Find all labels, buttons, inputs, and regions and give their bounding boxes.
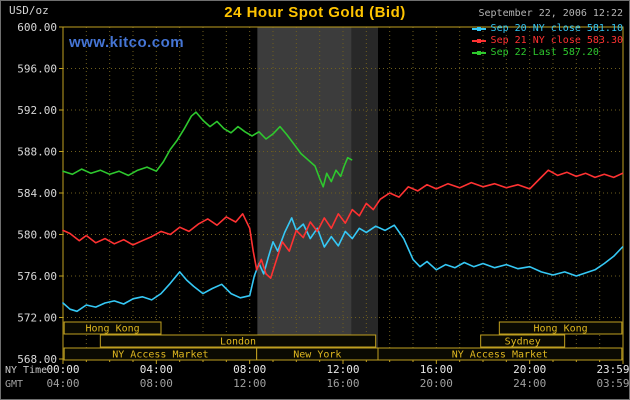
legend-line-marker-icon [471, 39, 486, 43]
chart-timestamp: September 22, 2006 12:22 [478, 8, 624, 19]
x-tick-label-gmt: 20:00 [420, 377, 453, 390]
y-tick-label: 572.00 [17, 312, 57, 325]
session-box-ny-access-market [377, 347, 623, 361]
x-tick-label-nytime: 08:00 [233, 363, 266, 376]
x-axis-nytime-label: NY Time [5, 365, 48, 376]
x-tick-label-nytime: 04:00 [140, 363, 173, 376]
x-tick-label-gmt: 12:00 [233, 377, 266, 390]
page-title: 24 Hour Spot Gold (Bid) [224, 4, 406, 21]
legend-label: Sep 20 NY close 581.10 [490, 23, 623, 34]
x-tick-label-gmt: 08:00 [140, 377, 173, 390]
y-axis-unit-label: USD/oz [9, 4, 49, 17]
session-box-london [99, 334, 377, 348]
y-tick-label: 584.00 [17, 187, 57, 200]
x-tick-label-nytime: 12:00 [326, 363, 359, 376]
x-tick-label-nytime: 00:00 [46, 363, 79, 376]
y-tick-label: 588.00 [17, 146, 57, 159]
legend-label: Sep 21 NY close 583.30 [490, 35, 623, 46]
legend-line-marker-icon [471, 27, 486, 31]
x-tick-label-nytime: 16:00 [420, 363, 453, 376]
x-tick-label-gmt: 04:00 [46, 377, 79, 390]
session-label: London [220, 337, 256, 348]
y-tick-label: 596.00 [17, 63, 57, 76]
y-tick-label: 600.00 [17, 21, 57, 34]
x-tick-label-gmt: 24:00 [513, 377, 546, 390]
y-tick-label: 580.00 [17, 229, 57, 242]
series-line-sep-21 [62, 169, 624, 279]
session-label: Hong Kong [85, 324, 139, 335]
y-tick-label: 576.00 [17, 270, 57, 283]
legend-item: Sep 20 NY close 581.10 [471, 23, 623, 35]
x-axis-gmt-label: GMT [5, 379, 24, 390]
series-line-sep-22 [62, 111, 353, 188]
series-line-sep-20 [62, 217, 624, 313]
session-label: NY Access Market [452, 350, 548, 361]
legend-label: Sep 22 Last 587.20 [490, 47, 599, 58]
x-tick-label-nytime: 23:59 [596, 363, 629, 376]
session-label: Sydney [505, 337, 541, 348]
x-tick-label-gmt: 03:59 [596, 377, 629, 390]
legend-line-marker-icon [471, 51, 486, 55]
session-box-sydney [480, 334, 566, 348]
x-tick-label-gmt: 16:00 [326, 377, 359, 390]
y-tick-label: 592.00 [17, 104, 57, 117]
session-box-hong-kong [498, 321, 623, 335]
legend: Sep 20 NY close 581.10 Sep 21 NY close 58… [471, 23, 623, 59]
y-tick-label: 568.00 [17, 353, 57, 366]
legend-item: Sep 21 NY close 583.30 [471, 35, 623, 47]
session-label: Hong Kong [533, 324, 587, 335]
kitco-watermark-link[interactable]: www.kitco.com [69, 34, 185, 51]
legend-item: Sep 22 Last 587.20 [471, 47, 623, 59]
session-label: NY Access Market [112, 350, 208, 361]
ny-session-remaining-band [351, 27, 378, 359]
session-box-hong-kong [63, 321, 162, 335]
session-label: New York [293, 350, 341, 361]
x-tick-label-nytime: 20:00 [513, 363, 546, 376]
